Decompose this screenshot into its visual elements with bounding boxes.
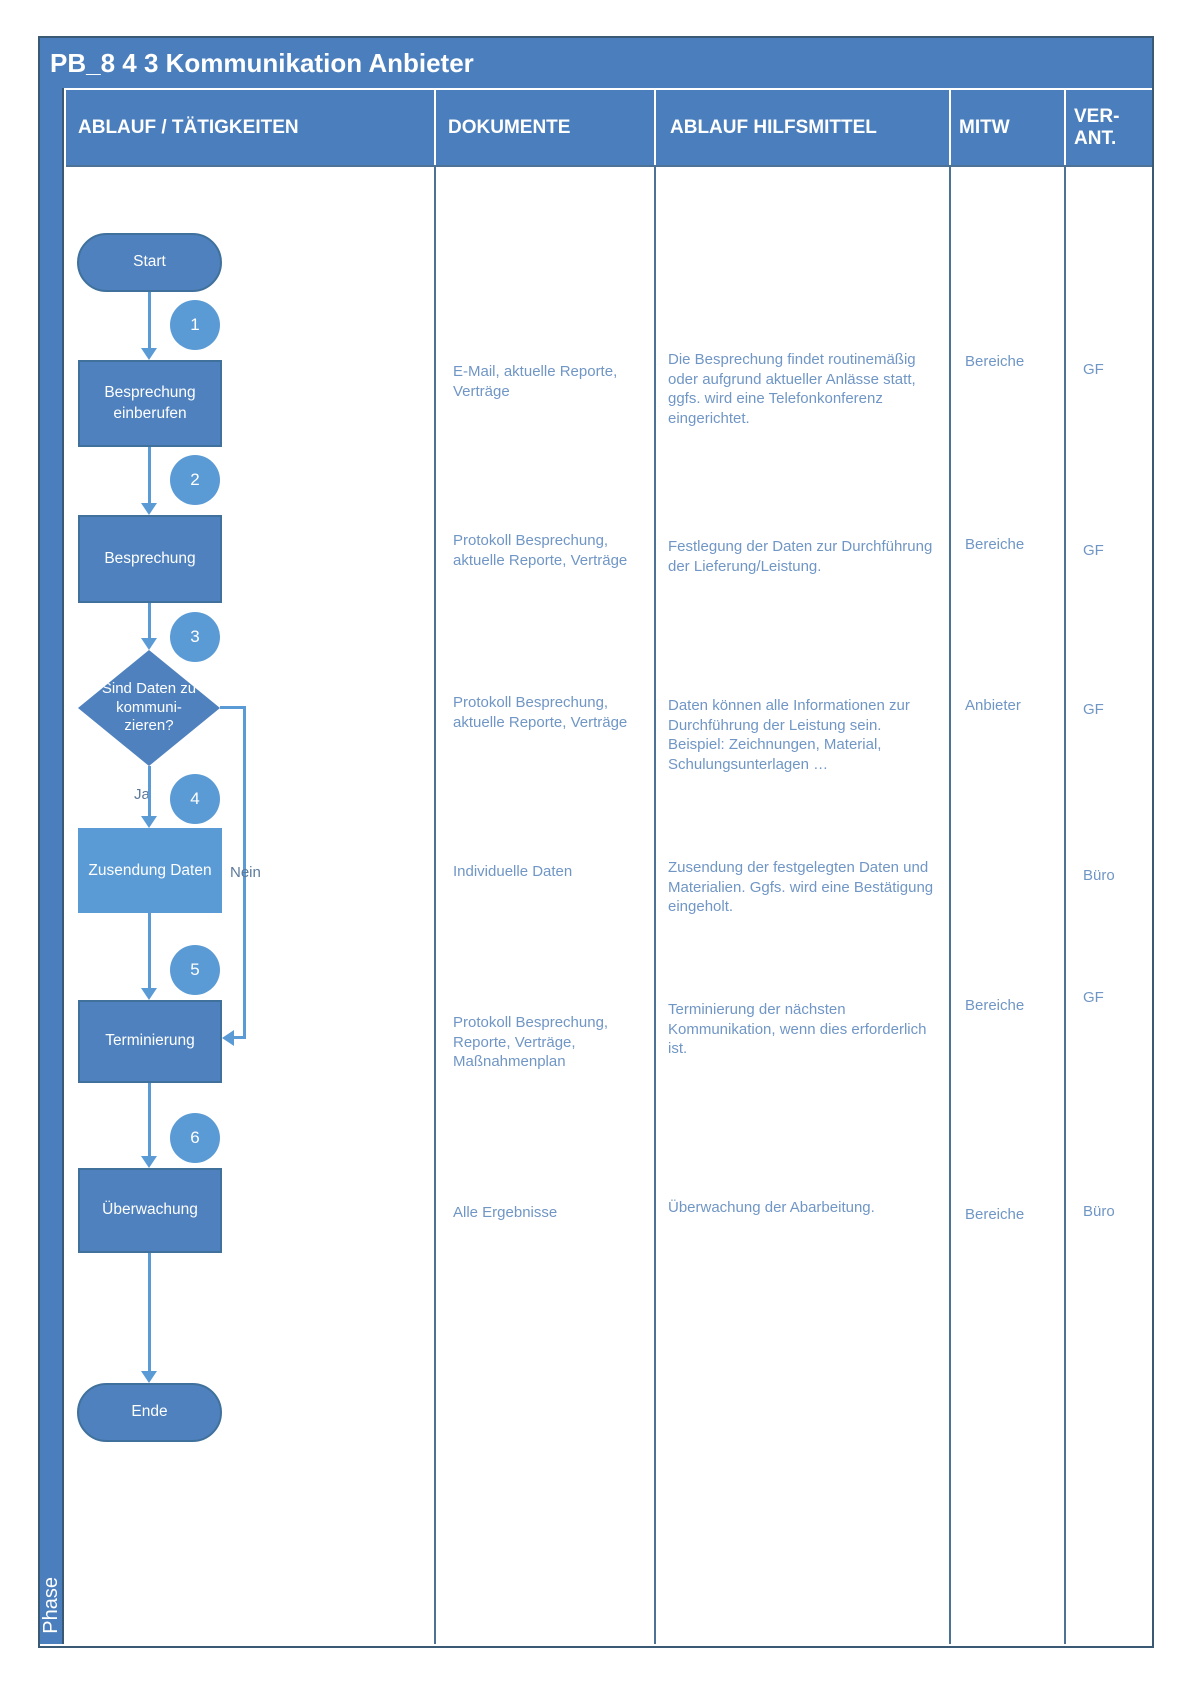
connector-to-ueberwachung (148, 1083, 151, 1156)
branch-label-ja-text: Ja (134, 786, 150, 803)
step-badge-4: 4 (170, 774, 220, 824)
row5-verant: GF (1083, 989, 1104, 1006)
row6-hilfsmittel: Überwachung der Abarbeitung. (668, 1199, 875, 1216)
step-badge-6-label: 6 (190, 1128, 200, 1147)
step-badge-3: 3 (170, 612, 220, 662)
column-header-dokumente: DOKUMENTE (436, 90, 654, 165)
arrowhead-down-icon (141, 1156, 157, 1168)
row3-hilfsmittel: Daten können alle Informationen zur Durc… (668, 697, 910, 773)
arrowhead-down-icon (141, 988, 157, 1000)
row1-dokumente: E-Mail, aktuelle Reporte, Verträge (453, 363, 618, 400)
connector-to-besprechung (148, 447, 151, 503)
step-badge-4-label: 4 (190, 789, 200, 808)
column-divider (1064, 167, 1066, 1644)
page-title: PB_8 4 3 Kommunikation Anbieter (50, 47, 474, 78)
row6-mitw: Bereiche (965, 1206, 1025, 1223)
connector-to-decision (148, 603, 151, 638)
row3-mitw: Anbieter (965, 697, 1021, 714)
row5-dokumente: Protokoll Besprechung, Reporte, Verträge… (453, 1014, 609, 1070)
connector-to-terminierung (148, 913, 151, 988)
arrowhead-down-icon (141, 816, 157, 828)
column-header-ablauf-label: ABLAUF / TÄTIGKEITEN (78, 116, 299, 138)
column-header-verant: VER-ANT. (1066, 90, 1152, 165)
row2-hilfsmittel: Festlegung der Daten zur Durchführung de… (668, 538, 933, 575)
header-divider (1064, 90, 1066, 165)
table-frame (38, 36, 1154, 1648)
flow-node-zusendung-daten-label: Zusendung Daten (88, 861, 212, 879)
branch-label-nein: Nein (230, 864, 261, 881)
connector-start-to-besprechung-einberufen (148, 292, 151, 348)
step-badge-1: 1 (170, 300, 220, 350)
branch-label-nein-text: Nein (230, 864, 261, 881)
flow-node-terminierung-label: Terminierung (105, 1032, 195, 1050)
row1-hilfsmittel: Die Besprechung findet routinemäßig oder… (668, 351, 916, 427)
arrowhead-down-icon (141, 638, 157, 650)
flow-node-ueberwachung: Überwachung (78, 1168, 222, 1253)
column-header-hilfsmittel-label: ABLAUF HILFSMITTEL (670, 116, 877, 138)
step-badge-1-label: 1 (190, 315, 200, 334)
step-badge-2-label: 2 (190, 470, 200, 489)
header-bottom-line (66, 165, 1152, 167)
header-divider (434, 90, 436, 165)
arrowhead-down-icon (141, 1371, 157, 1383)
phase-label: Phase (39, 1577, 62, 1634)
row6-verant: Büro (1083, 1203, 1115, 1220)
flow-node-besprechung-label: Besprechung (104, 549, 196, 567)
flow-node-ende: Ende (77, 1383, 222, 1442)
connector-to-ende (148, 1253, 151, 1371)
row2-dokumente: Protokoll Besprechung, aktuelle Reporte,… (453, 532, 628, 569)
column-header-hilfsmittel: ABLAUF HILFSMITTEL (656, 90, 949, 165)
row4-dokumente: Individuelle Daten (453, 863, 573, 880)
row2-mitw: Bereiche (965, 536, 1025, 553)
flow-node-ueberwachung-label: Überwachung (102, 1201, 198, 1219)
column-divider (949, 167, 951, 1644)
flow-node-terminierung: Terminierung (78, 1000, 222, 1083)
column-header-mitw-label: MITW (959, 116, 1010, 138)
row1-mitw: Bereiche (965, 353, 1025, 370)
flow-node-start: Start (77, 233, 222, 292)
step-badge-6: 6 (170, 1113, 220, 1163)
column-header-mitw: MITW (951, 90, 1064, 165)
diagram-title-bar: PB_8 4 3 Kommunikation Anbieter (40, 38, 1152, 88)
flow-node-besprechung-einberufen-label: Besprechung einberufen (104, 384, 196, 422)
flow-node-ende-label: Ende (131, 1403, 168, 1421)
column-divider (434, 167, 436, 1644)
flow-decision-label: Sind Daten zu kommuni- zieren? (101, 679, 197, 735)
row2-verant: GF (1083, 542, 1104, 559)
arrowhead-left-icon (222, 1030, 234, 1046)
row6-dokumente: Alle Ergebnisse (453, 1204, 558, 1221)
row4-verant: Büro (1083, 867, 1115, 884)
step-badge-5-label: 5 (190, 960, 200, 979)
arrowhead-down-icon (141, 348, 157, 360)
arrowhead-down-icon (141, 503, 157, 515)
column-header-dokumente-label: DOKUMENTE (448, 116, 571, 138)
header-divider (949, 90, 951, 165)
row3-dokumente: Protokoll Besprechung, aktuelle Reporte,… (453, 694, 628, 731)
connector-nein-top (220, 706, 246, 709)
row5-mitw: Bereiche (965, 997, 1025, 1014)
flow-node-besprechung: Besprechung (78, 515, 222, 603)
connector-nein-vertical (243, 706, 246, 1038)
step-badge-5: 5 (170, 945, 220, 995)
row5-hilfsmittel: Terminierung der nächsten Kommunikation,… (668, 1001, 927, 1057)
step-badge-3-label: 3 (190, 627, 200, 646)
row3-verant: GF (1083, 701, 1104, 718)
flow-node-zusendung-daten: Zusendung Daten (78, 828, 222, 913)
branch-label-ja: Ja (134, 786, 150, 803)
column-header-ablauf: ABLAUF / TÄTIGKEITEN (66, 90, 434, 165)
phase-bar: Phase (40, 88, 64, 1644)
connector-ja (148, 766, 151, 816)
connector-nein-bottom (234, 1036, 246, 1039)
column-divider (654, 167, 656, 1644)
flow-node-besprechung-einberufen: Besprechung einberufen (78, 360, 222, 447)
row4-hilfsmittel: Zusendung der festgelegten Daten und Mat… (668, 859, 934, 915)
row1-verant: GF (1083, 361, 1104, 378)
flow-node-start-label: Start (133, 253, 166, 271)
header-row (66, 90, 1152, 165)
header-divider (64, 90, 66, 165)
column-header-verant-label: VER-ANT. (1074, 106, 1120, 149)
header-divider (654, 90, 656, 165)
step-badge-2: 2 (170, 455, 220, 505)
